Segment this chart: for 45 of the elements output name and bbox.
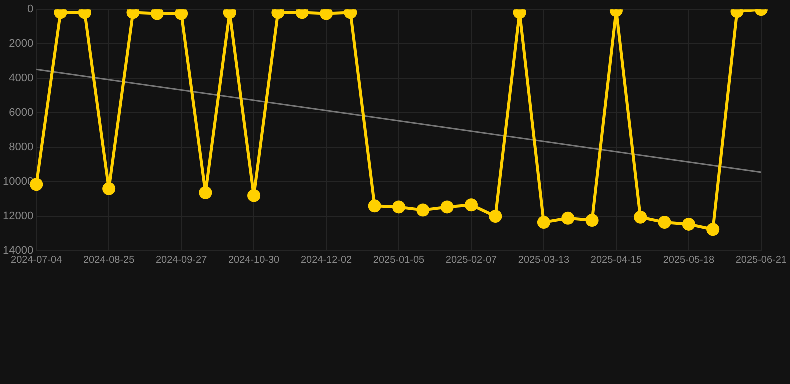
- point: [199, 186, 212, 200]
- x-tick-label: 2024-10-30: [228, 254, 280, 266]
- point: [368, 200, 382, 213]
- y-tick-label: 2000: [9, 38, 34, 50]
- point: [586, 214, 599, 227]
- point: [102, 182, 116, 196]
- point: [392, 200, 406, 214]
- point: [344, 10, 358, 20]
- point: [489, 210, 502, 224]
- point: [658, 216, 672, 230]
- x-tick-label: 2024-08-25: [83, 254, 136, 266]
- point: [513, 10, 526, 20]
- y-tick-label: 0: [27, 4, 34, 16]
- point: [223, 10, 236, 20]
- point: [562, 212, 575, 225]
- point: [175, 10, 188, 20]
- y-tick-label: 8000: [9, 142, 34, 154]
- x-tick-label: 2025-02-07: [446, 254, 498, 266]
- point: [537, 216, 550, 230]
- point: [150, 10, 164, 20]
- point: [248, 189, 261, 202]
- x-tick-label: 2024-12-02: [300, 254, 353, 266]
- point: [78, 10, 92, 20]
- y-tick-label: 4000: [9, 72, 34, 85]
- point: [296, 10, 309, 20]
- x-tick-label: 2025-04-15: [590, 254, 642, 266]
- x-tick-label: 2024-09-27: [156, 254, 208, 266]
- point: [440, 200, 454, 214]
- point: [634, 210, 648, 224]
- point: [126, 10, 140, 20]
- y-tick-label: 14000: [2, 245, 34, 258]
- point: [272, 10, 285, 20]
- point: [54, 10, 68, 20]
- point: [706, 223, 720, 236]
- x-tick-label: 2025-05-18: [663, 254, 715, 266]
- x-tick-label: 2025-01-05: [373, 254, 426, 266]
- point: [464, 198, 478, 212]
- y-tick-label: 6000: [9, 107, 34, 120]
- x-tick-label: 2025-06-21: [736, 254, 788, 266]
- y-tick-label: 12000: [2, 210, 34, 223]
- point: [416, 204, 430, 217]
- x-tick-label: 2025-03-13: [518, 254, 570, 266]
- point: [682, 218, 696, 231]
- point: [320, 10, 334, 20]
- x-tick-label: 2024-07-04: [11, 254, 63, 266]
